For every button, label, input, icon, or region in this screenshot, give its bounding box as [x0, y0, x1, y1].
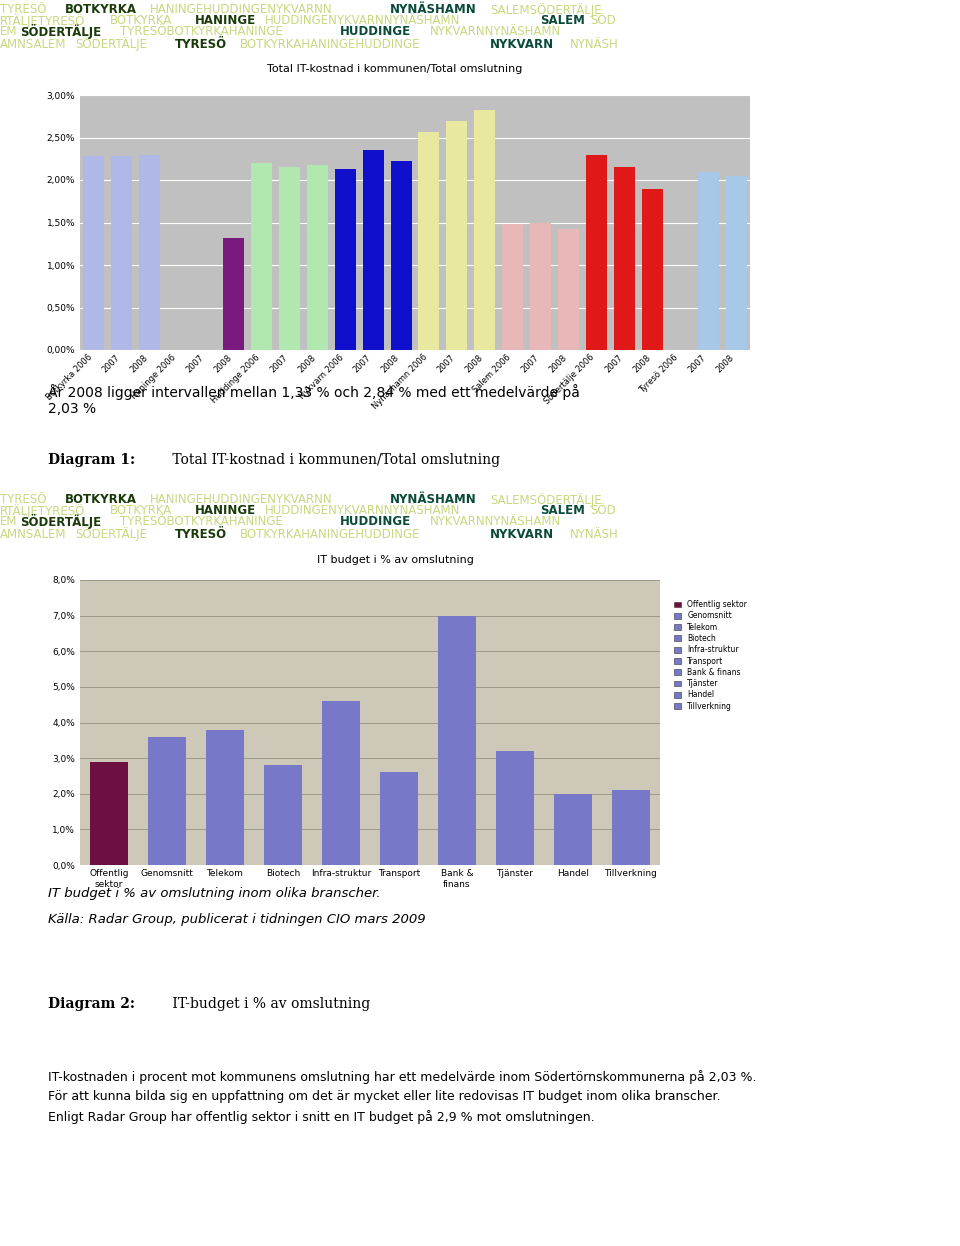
Bar: [148, 736, 186, 865]
Bar: [726, 176, 747, 350]
Text: HANINGEHUDDINGENYKVARNN: HANINGEHUDDINGENYKVARNN: [150, 493, 332, 506]
Bar: [554, 794, 592, 865]
Text: NYNÄSHAMN: NYNÄSHAMN: [390, 4, 477, 16]
Text: NYKVARNNYNÄSHAMN: NYKVARNNYNÄSHAMN: [430, 25, 562, 39]
Bar: [251, 163, 272, 350]
Bar: [613, 167, 635, 350]
Bar: [90, 761, 128, 865]
Text: SÖD: SÖD: [590, 505, 615, 517]
Text: NYNÄSHAMN: NYNÄSHAMN: [390, 493, 477, 506]
Text: NYKVARN: NYKVARN: [490, 527, 554, 541]
Text: HANINGEHUDDINGENYKVARNN: HANINGEHUDDINGENYKVARNN: [150, 4, 332, 16]
Text: Total IT-kostnad i kommunen/Total omslutning: Total IT-kostnad i kommunen/Total omslut…: [168, 452, 500, 466]
Text: RTÄLJETYRESÖ: RTÄLJETYRESÖ: [0, 503, 85, 518]
Bar: [612, 790, 650, 865]
Bar: [558, 229, 579, 350]
Text: AMNSALEM: AMNSALEM: [0, 527, 66, 541]
Text: Diagram 2:: Diagram 2:: [48, 997, 135, 1011]
Text: NYKVARN: NYKVARN: [490, 37, 554, 51]
Text: SÖDERTÄLJE: SÖDERTÄLJE: [75, 527, 147, 541]
Text: BOTKYRKA: BOTKYRKA: [110, 15, 172, 27]
Text: År 2008 ligger intervallen mellan 1,33 % och 2,84 % med ett medelvärde på
2,03 %: År 2008 ligger intervallen mellan 1,33 %…: [48, 384, 580, 416]
Text: TYRESÖ: TYRESÖ: [0, 4, 46, 16]
Bar: [419, 132, 440, 350]
Text: IT-kostnaden i procent mot kommunens omslutning har ett medelvärde inom Södertör: IT-kostnaden i procent mot kommunens oms…: [48, 1070, 756, 1124]
Bar: [530, 223, 551, 350]
Bar: [642, 188, 662, 350]
Text: BOTKYRKAHANINGEHUDDINGE: BOTKYRKAHANINGEHUDDINGE: [240, 527, 420, 541]
Text: TYRESÖ: TYRESÖ: [175, 37, 228, 51]
Text: HUDDINGE: HUDDINGE: [340, 516, 411, 528]
Bar: [363, 151, 384, 350]
Bar: [391, 161, 412, 350]
Bar: [206, 730, 244, 865]
Bar: [84, 156, 105, 350]
Text: TYRESÖBOTKYRKAHANINGE: TYRESÖBOTKYRKAHANINGE: [120, 25, 283, 39]
Bar: [438, 616, 476, 865]
Bar: [586, 155, 607, 350]
Text: Total IT-kostnad i kommunen/Total omslutning: Total IT-kostnad i kommunen/Total omslut…: [267, 65, 522, 75]
Text: HUDDINGE: HUDDINGE: [340, 25, 411, 39]
Text: HANINGE: HANINGE: [195, 505, 256, 517]
Text: TYRESÖ: TYRESÖ: [0, 493, 46, 506]
Text: NYKVARNNYNÄSHAMN: NYKVARNNYNÄSHAMN: [430, 516, 562, 528]
Bar: [502, 224, 523, 350]
Text: Diagram 1:: Diagram 1:: [48, 452, 135, 466]
Text: SALEM: SALEM: [540, 15, 585, 27]
Text: SALEMSÖDERTÄLJE: SALEMSÖDERTÄLJE: [490, 493, 602, 507]
Bar: [307, 164, 327, 350]
Text: SÖD: SÖD: [590, 15, 615, 27]
Text: SALEM: SALEM: [540, 505, 585, 517]
Text: HUDDINGENYKVARNNYNÄSHAMN: HUDDINGENYKVARNNYNÄSHAMN: [265, 505, 461, 517]
Bar: [279, 167, 300, 350]
Text: SÖDERTÄLJE: SÖDERTÄLJE: [20, 515, 101, 530]
Text: EM: EM: [0, 516, 17, 528]
Bar: [335, 169, 355, 350]
Text: BOTKYRKA: BOTKYRKA: [65, 4, 137, 16]
Text: IT budget i % av omslutning: IT budget i % av omslutning: [317, 554, 473, 564]
Bar: [223, 238, 244, 350]
Bar: [380, 773, 418, 865]
Text: NYNÄSH: NYNÄSH: [570, 37, 619, 51]
Text: SÖDERTÄLJE: SÖDERTÄLJE: [20, 25, 101, 40]
Text: IT budget i % av omslutning inom olika branscher.: IT budget i % av omslutning inom olika b…: [48, 887, 380, 901]
Legend: Offentlig sektor, Genomsnitt, Telekom, Biotech, Infra-struktur, Transport, Bank : Offentlig sektor, Genomsnitt, Telekom, B…: [671, 598, 750, 713]
Bar: [698, 172, 719, 350]
Bar: [496, 751, 534, 865]
Text: HANINGE: HANINGE: [195, 15, 256, 27]
Text: Källa: Radar Group, publicerat i tidningen CIO mars 2009: Källa: Radar Group, publicerat i tidning…: [48, 913, 425, 926]
Bar: [264, 765, 301, 865]
Text: TYRESÖ: TYRESÖ: [175, 527, 228, 541]
Text: HUDDINGENYKVARNNYNÄSHAMN: HUDDINGENYKVARNNYNÄSHAMN: [265, 15, 461, 27]
Text: IT-budget i % av omslutning: IT-budget i % av omslutning: [168, 997, 371, 1011]
Text: BOTKYRKA: BOTKYRKA: [65, 493, 137, 506]
Bar: [111, 156, 132, 350]
Text: TYRESÖBOTKYRKAHANINGE: TYRESÖBOTKYRKAHANINGE: [120, 516, 283, 528]
Text: NYNÄSH: NYNÄSH: [570, 527, 619, 541]
Text: RTÄLJETYRESÖ: RTÄLJETYRESÖ: [0, 14, 85, 27]
Bar: [139, 155, 160, 350]
Text: BOTKYRKAHANINGEHUDDINGE: BOTKYRKAHANINGEHUDDINGE: [240, 37, 420, 51]
Text: SALEMSÖDERTÄLJE: SALEMSÖDERTÄLJE: [490, 2, 602, 17]
Bar: [323, 701, 360, 865]
Text: SÖDERTÄLJE: SÖDERTÄLJE: [75, 37, 147, 51]
Bar: [474, 111, 495, 350]
Text: BOTKYRKA: BOTKYRKA: [110, 505, 172, 517]
Bar: [446, 121, 468, 350]
Text: AMNSALEM: AMNSALEM: [0, 37, 66, 51]
Text: EM: EM: [0, 25, 17, 39]
